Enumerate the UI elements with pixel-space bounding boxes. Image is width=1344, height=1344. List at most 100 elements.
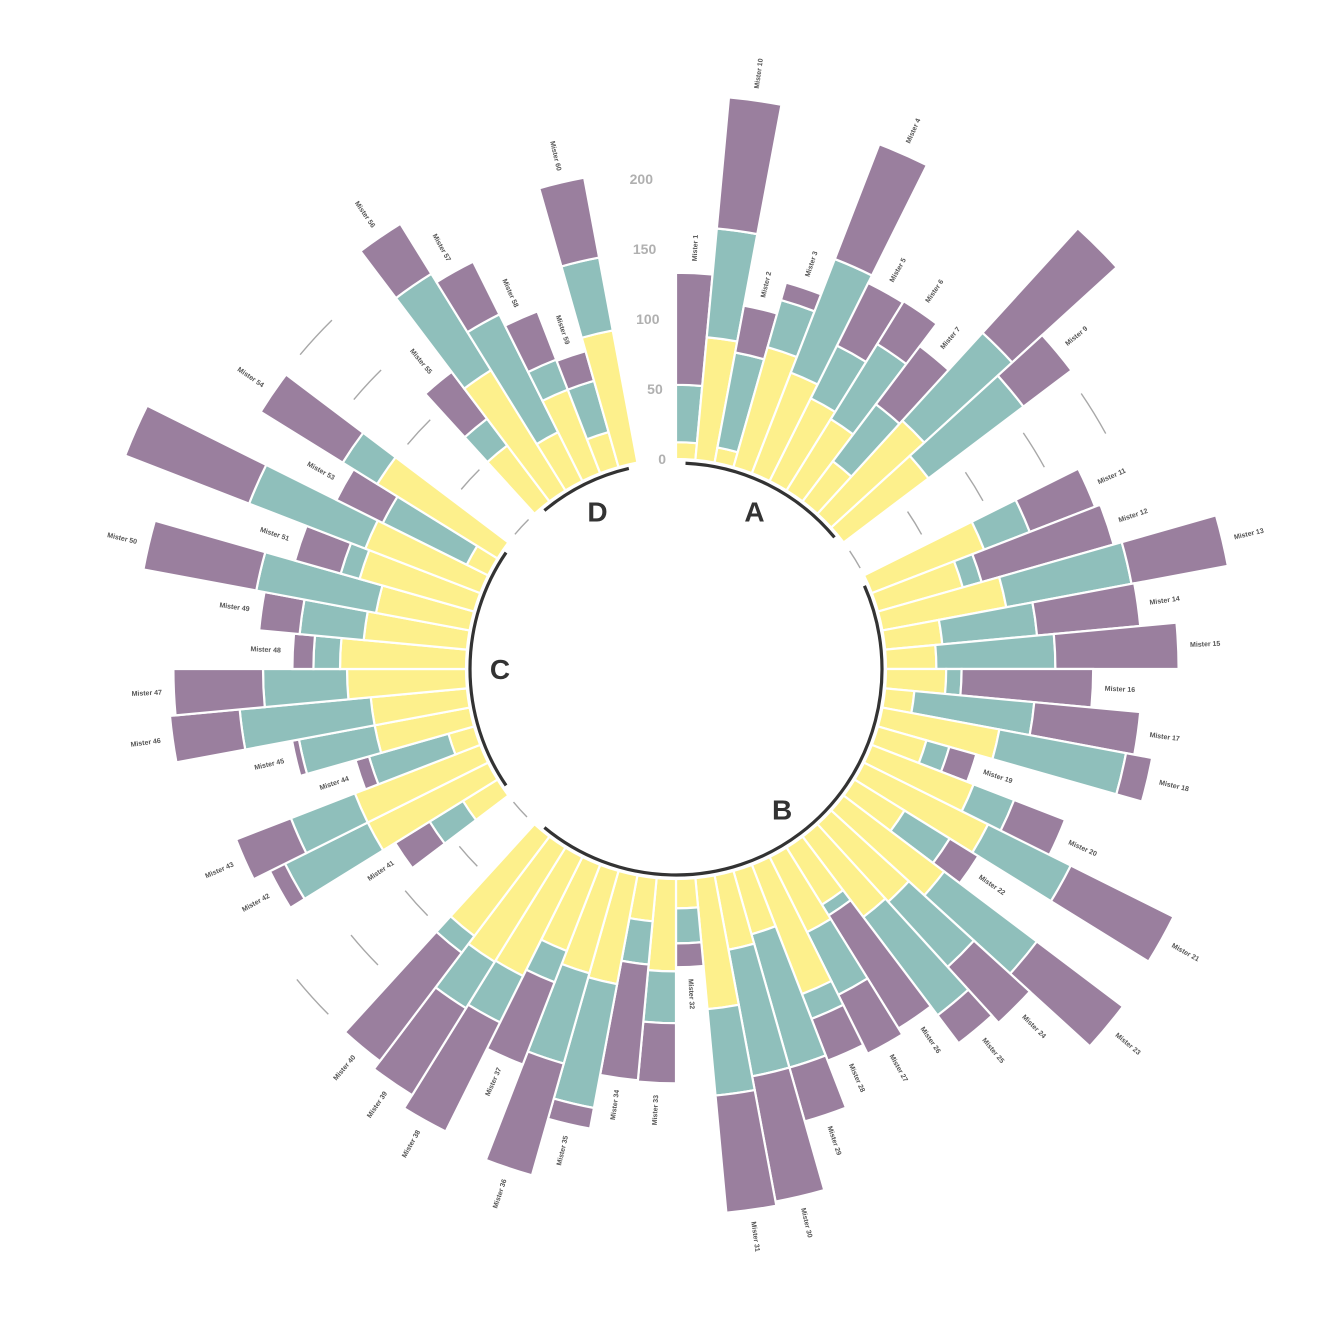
bar-label: Mister 58 — [500, 278, 519, 309]
stacked-bar — [674, 271, 714, 462]
stacked-bar — [485, 855, 602, 1066]
bar-segment-2 — [560, 256, 615, 340]
bar-label: Mister 25 — [980, 1037, 1005, 1065]
bar-segment-1 — [883, 643, 938, 671]
stacked-bar — [713, 304, 779, 469]
bar-label: Mister 6 — [925, 279, 946, 305]
bar-segment-3 — [996, 333, 1074, 409]
stacked-bar — [598, 874, 658, 1082]
bar-label: Mister 59 — [554, 315, 570, 346]
scale-tick-label: 50 — [647, 381, 663, 397]
stacked-bar — [343, 822, 551, 1063]
bar-label: Mister 4 — [905, 118, 922, 145]
grid-segment — [1022, 432, 1045, 468]
bar-label: Mister 38 — [401, 1129, 422, 1159]
bar-label: Mister 23 — [1114, 1032, 1142, 1057]
bar-label: Mister 20 — [1067, 839, 1098, 858]
bar-label: Mister 5 — [889, 257, 908, 284]
bar-label: Mister 45 — [254, 758, 285, 772]
bar-segment-3 — [1052, 621, 1180, 671]
stacked-bar — [393, 778, 510, 870]
bar-label: Mister 7 — [940, 326, 962, 351]
scale-tick-label: 100 — [636, 311, 660, 327]
grid-segment — [404, 890, 429, 917]
bar-label: Mister 54 — [236, 366, 265, 389]
stacked-bar — [290, 706, 476, 778]
bar-label: Mister 57 — [431, 233, 452, 263]
grid-segment — [350, 934, 379, 966]
bar-label: Mister 14 — [1149, 596, 1180, 607]
bar-label: Mister 10 — [754, 58, 765, 89]
bar-label: Mister 24 — [1020, 1014, 1046, 1040]
bar-label: Mister 36 — [492, 1178, 508, 1209]
bar-segment-3 — [503, 309, 558, 374]
bar-segment-3 — [980, 226, 1119, 365]
stacked-bar — [876, 706, 1154, 803]
bar-segment-3 — [434, 260, 501, 334]
bar-label: Mister 28 — [847, 1063, 866, 1094]
bar-label: Mister 9 — [1064, 325, 1089, 347]
bar-segment-3 — [1114, 751, 1154, 803]
bar-label: Mister 12 — [1118, 508, 1149, 524]
group-arc — [685, 461, 836, 539]
bar-segment-1 — [674, 876, 700, 910]
bar-label: Mister 33 — [652, 1095, 660, 1126]
stacked-bar — [829, 794, 1125, 1048]
grid-segment — [299, 319, 333, 356]
bar-segment-2 — [312, 634, 343, 671]
bar-label: Mister 55 — [408, 348, 433, 376]
grid-segment — [296, 978, 329, 1015]
bar-segment-3 — [714, 1088, 778, 1214]
bar-label: Mister 22 — [977, 874, 1006, 897]
bar-segment-3 — [358, 222, 433, 300]
group-label: B — [772, 794, 792, 825]
stacked-bar — [870, 725, 978, 784]
bar-label: Mister 19 — [982, 769, 1013, 785]
bar-segment-3 — [484, 1050, 566, 1177]
stacked-bar — [354, 725, 482, 791]
bar-label: Mister 1 — [692, 235, 700, 262]
bar-segment-2 — [674, 906, 703, 945]
stacked-bar — [750, 855, 865, 1063]
group-label: C — [490, 654, 510, 685]
stacked-bar — [750, 142, 929, 483]
stacked-bar — [883, 621, 1180, 671]
bar-label: Mister 30 — [799, 1207, 813, 1238]
grid-segment — [353, 369, 382, 401]
stacked-bar — [694, 874, 778, 1214]
bar-segment-3 — [715, 96, 783, 236]
bar-segment-3 — [936, 988, 994, 1045]
stacked-bar — [402, 846, 584, 1133]
bar-segment-3 — [343, 930, 464, 1063]
bar-segment-3 — [875, 299, 939, 366]
bar-label: Mister 47 — [131, 690, 162, 698]
stacked-bar — [123, 404, 490, 595]
bar-label: Mister 35 — [556, 1135, 570, 1166]
stacked-bar — [537, 176, 639, 469]
bar-label: Mister 56 — [353, 200, 376, 229]
scale-labels: 0 50 100 150 200 — [630, 171, 667, 467]
bar-label: Mister 15 — [1190, 641, 1221, 649]
group-arc — [468, 551, 508, 787]
bar-label: Mister 32 — [686, 979, 694, 1010]
stacked-bar — [815, 226, 1119, 530]
bar-label: Mister 29 — [826, 1125, 842, 1156]
grid-segment — [458, 845, 478, 867]
stacked-bar — [842, 778, 980, 885]
bar-label: Mister 40 — [333, 1054, 358, 1082]
bar-label: Mister 11 — [1097, 468, 1127, 487]
bar-segment-3 — [946, 939, 1032, 1025]
grid-segment — [460, 469, 480, 490]
gap-grid-lines — [296, 319, 1107, 1015]
bar-segment-3 — [291, 632, 317, 671]
scale-tick-label: 200 — [630, 171, 654, 187]
bar-label: Mister 49 — [219, 602, 250, 613]
bar-segment-3 — [537, 176, 601, 268]
group-arc — [543, 585, 884, 877]
stacked-bar — [881, 687, 1142, 756]
stacked-bar — [291, 632, 469, 671]
bar-label: Mister 26 — [919, 1026, 942, 1055]
bar-label: Mister 46 — [130, 738, 161, 749]
grid-segment — [514, 518, 530, 535]
